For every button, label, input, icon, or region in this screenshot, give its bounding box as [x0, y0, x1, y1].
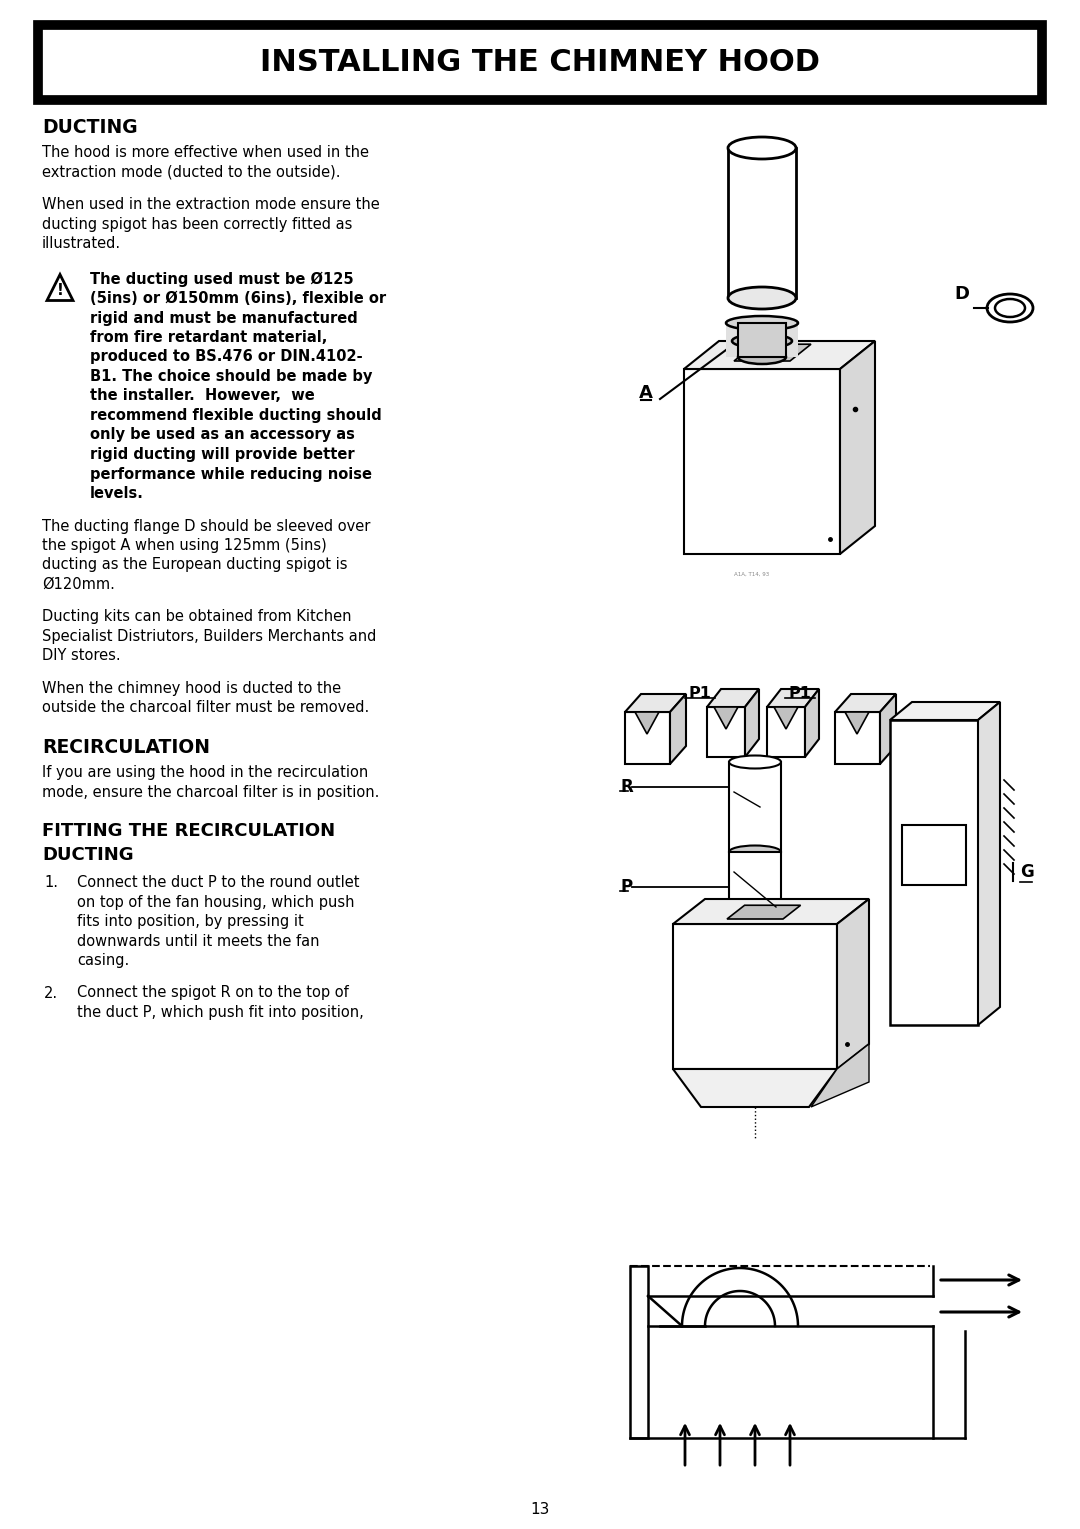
Text: P1: P1 — [788, 685, 811, 700]
Text: ducting as the European ducting spigot is: ducting as the European ducting spigot i… — [42, 558, 348, 572]
Bar — [38, 24, 1042, 99]
Text: The ducting used must be Ø125: The ducting used must be Ø125 — [90, 272, 353, 287]
Polygon shape — [625, 694, 686, 713]
Polygon shape — [714, 706, 738, 729]
Text: fits into position, by pressing it: fits into position, by pressing it — [77, 914, 303, 930]
Bar — [625, 713, 670, 764]
Text: DUCTING: DUCTING — [42, 846, 134, 864]
Text: ducting spigot has been correctly fitted as: ducting spigot has been correctly fitted… — [42, 217, 352, 231]
Ellipse shape — [738, 350, 786, 364]
Text: recommend flexible ducting should: recommend flexible ducting should — [90, 408, 381, 424]
Text: performance while reducing noise: performance while reducing noise — [90, 466, 372, 482]
Text: R: R — [620, 778, 633, 797]
Text: If you are using the hood in the recirculation: If you are using the hood in the recircu… — [42, 764, 368, 780]
Text: the installer.  However,  we: the installer. However, we — [90, 388, 314, 404]
Polygon shape — [673, 899, 869, 924]
Bar — [890, 720, 978, 1024]
Polygon shape — [670, 694, 686, 764]
Bar — [728, 148, 796, 298]
Text: only be used as an accessory as: only be used as an accessory as — [90, 428, 355, 442]
Polygon shape — [811, 1044, 869, 1107]
Text: P1: P1 — [689, 685, 712, 700]
Ellipse shape — [732, 333, 792, 349]
Polygon shape — [745, 690, 759, 757]
Polygon shape — [805, 690, 819, 757]
Bar — [729, 852, 781, 922]
Polygon shape — [635, 713, 659, 734]
Ellipse shape — [728, 138, 796, 159]
Text: B1. The choice should be made by: B1. The choice should be made by — [90, 368, 373, 384]
Polygon shape — [774, 706, 798, 729]
Text: RECIRCULATION: RECIRCULATION — [42, 739, 210, 757]
Polygon shape — [835, 694, 896, 713]
Text: from fire retardant material,: from fire retardant material, — [90, 330, 327, 346]
Bar — [729, 761, 781, 852]
Bar — [630, 1266, 648, 1437]
Text: A: A — [639, 384, 653, 402]
Text: A1A, T14, 93: A1A, T14, 93 — [734, 572, 770, 576]
Bar — [684, 368, 840, 553]
Polygon shape — [673, 1069, 837, 1107]
Text: Ø120mm.: Ø120mm. — [42, 576, 114, 592]
Text: downwards until it meets the fan: downwards until it meets the fan — [77, 934, 320, 948]
Text: G: G — [1020, 862, 1034, 881]
Text: P: P — [620, 878, 632, 896]
Bar — [767, 706, 805, 757]
Bar — [902, 826, 966, 885]
Text: Specialist Distriutors, Builders Merchants and: Specialist Distriutors, Builders Merchan… — [42, 628, 376, 644]
Bar — [835, 713, 880, 764]
Polygon shape — [845, 713, 869, 734]
Text: !: ! — [56, 283, 64, 298]
Polygon shape — [880, 694, 896, 764]
Text: INSTALLING THE CHIMNEY HOOD: INSTALLING THE CHIMNEY HOOD — [260, 47, 820, 76]
Text: When used in the extraction mode ensure the: When used in the extraction mode ensure … — [42, 197, 380, 213]
Text: illustrated.: illustrated. — [42, 235, 121, 251]
Polygon shape — [840, 341, 875, 553]
Text: levels.: levels. — [90, 486, 144, 502]
Polygon shape — [734, 344, 811, 361]
Polygon shape — [727, 905, 800, 919]
Text: DUCTING: DUCTING — [42, 118, 137, 138]
Text: outside the charcoal filter must be removed.: outside the charcoal filter must be remo… — [42, 700, 369, 716]
Ellipse shape — [987, 294, 1032, 323]
Text: casing.: casing. — [77, 953, 130, 968]
Bar — [726, 323, 798, 356]
Polygon shape — [767, 690, 819, 706]
Polygon shape — [707, 690, 759, 706]
Bar — [707, 706, 745, 757]
Ellipse shape — [729, 916, 781, 928]
Text: on top of the fan housing, which push: on top of the fan housing, which push — [77, 894, 354, 910]
Text: the spigot A when using 125mm (5ins): the spigot A when using 125mm (5ins) — [42, 538, 327, 553]
Text: extraction mode (ducted to the outside).: extraction mode (ducted to the outside). — [42, 165, 340, 179]
Text: rigid and must be manufactured: rigid and must be manufactured — [90, 310, 357, 326]
Text: The hood is more effective when used in the: The hood is more effective when used in … — [42, 145, 369, 161]
Text: When the chimney hood is ducted to the: When the chimney hood is ducted to the — [42, 680, 341, 696]
Ellipse shape — [729, 846, 781, 858]
Text: Connect the spigot R on to the top of: Connect the spigot R on to the top of — [77, 986, 349, 1000]
Polygon shape — [837, 899, 869, 1069]
Text: 2.: 2. — [44, 986, 58, 1000]
Polygon shape — [978, 702, 1000, 1024]
Text: D: D — [955, 284, 970, 303]
Polygon shape — [684, 341, 875, 368]
Polygon shape — [890, 702, 1000, 720]
Text: 1.: 1. — [44, 875, 58, 890]
Ellipse shape — [729, 755, 781, 769]
Text: The ducting flange D should be sleeved over: The ducting flange D should be sleeved o… — [42, 518, 370, 534]
Ellipse shape — [726, 317, 798, 330]
Text: (5ins) or Ø150mm (6ins), flexible or: (5ins) or Ø150mm (6ins), flexible or — [90, 291, 387, 306]
Ellipse shape — [728, 287, 796, 309]
Text: FITTING THE RECIRCULATION: FITTING THE RECIRCULATION — [42, 823, 335, 839]
Text: Ducting kits can be obtained from Kitchen: Ducting kits can be obtained from Kitche… — [42, 610, 351, 624]
Text: produced to BS.476 or DIN.4102-: produced to BS.476 or DIN.4102- — [90, 350, 363, 364]
Text: Connect the duct P to the round outlet: Connect the duct P to the round outlet — [77, 875, 360, 890]
Text: rigid ducting will provide better: rigid ducting will provide better — [90, 446, 354, 462]
Text: mode, ensure the charcoal filter is in position.: mode, ensure the charcoal filter is in p… — [42, 784, 379, 800]
Ellipse shape — [995, 300, 1025, 317]
Bar — [673, 924, 837, 1069]
Text: the duct P, which push fit into position,: the duct P, which push fit into position… — [77, 1005, 364, 1020]
Text: DIY stores.: DIY stores. — [42, 648, 121, 664]
Text: 13: 13 — [530, 1501, 550, 1517]
Bar — [738, 323, 786, 356]
